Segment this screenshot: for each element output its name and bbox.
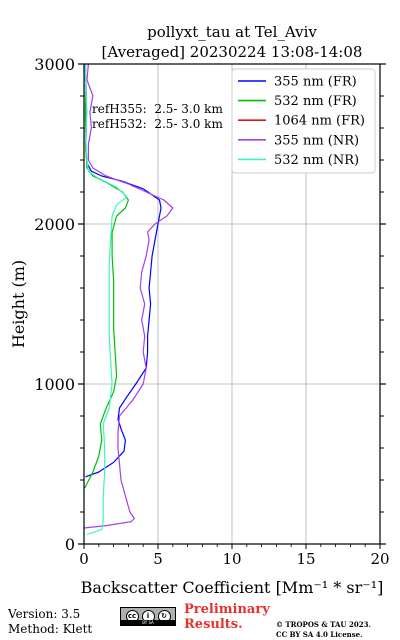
backscatter-chart: pollyxt_tau at Tel_Aviv [Averaged] 20230… <box>9 23 390 597</box>
axis-ticks <box>78 63 386 549</box>
legend-label-3: 355 nm (NR) <box>274 133 359 148</box>
x-tick-label: 20 <box>370 550 389 568</box>
legend-label-1: 532 nm (FR) <box>274 94 357 109</box>
series-lines <box>83 63 174 535</box>
annotation-refh532: refH532: 2.5- 3.0 km <box>92 117 223 131</box>
legend-label-2: 1064 nm (FR) <box>274 114 365 129</box>
preliminary-line1: Preliminary <box>184 602 270 617</box>
series-line-4 <box>84 64 128 535</box>
legend-box <box>231 68 376 174</box>
y-tick-label: 3000 <box>34 55 75 74</box>
copyright-line1: © TROPOS & TAU 2023. <box>276 620 371 629</box>
series-line-1 <box>84 64 129 489</box>
version-text: Version: 3.5 <box>8 607 81 621</box>
series-line-3 <box>83 63 174 529</box>
cc-license-badge: cc i ↻ BY SA <box>120 607 176 626</box>
legend-label-0: 355 nm (FR) <box>274 75 357 90</box>
y-axis-label: Height (m) <box>9 260 28 348</box>
chart-title-line1: pollyxt_tau at Tel_Aviv <box>147 23 317 41</box>
x-tick-label: 10 <box>222 550 241 568</box>
cc-icon: cc <box>125 610 139 623</box>
legend-label-4: 532 nm (NR) <box>274 153 359 168</box>
preliminary-notice: Preliminary Results. <box>184 602 270 632</box>
annotation-refh355: refH355: 2.5- 3.0 km <box>92 102 223 116</box>
chart-title-line2: [Averaged] 20230224 13:08-14:08 <box>102 43 363 61</box>
x-axis-label: Backscatter Coefficient [Mm⁻¹ * sr⁻¹] <box>81 578 384 597</box>
footer-version-info: Version: 3.5 Method: Klett <box>8 607 92 637</box>
copyright-notice: © TROPOS & TAU 2023. CC BY SA 4.0 Licens… <box>276 620 371 640</box>
preliminary-line2: Results. <box>184 617 243 632</box>
y-tick-label: 0 <box>65 535 75 554</box>
x-tick-label: 0 <box>79 550 89 568</box>
x-tick-label: 5 <box>153 550 163 568</box>
cc-badge-text: BY SA <box>121 620 175 625</box>
y-tick-label: 1000 <box>34 375 75 394</box>
copyright-line2: CC BY SA 4.0 License. <box>276 630 363 639</box>
y-tick-label: 2000 <box>34 215 75 234</box>
legend: 355 nm (FR) 532 nm (FR) 1064 nm (FR) 355 nm… <box>231 68 376 174</box>
x-tick-label: 15 <box>296 550 315 568</box>
method-text: Method: Klett <box>8 622 93 636</box>
axis-tick-labels: 0 5 10 15 20 0 1000 2000 3000 <box>34 55 389 568</box>
